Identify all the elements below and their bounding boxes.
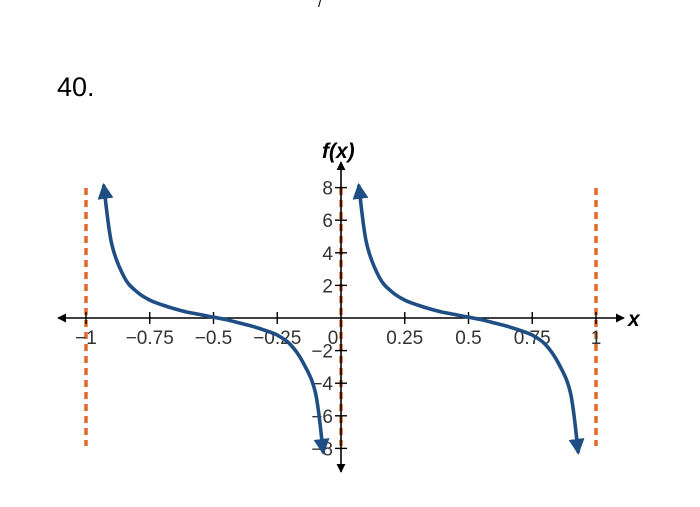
x-tick-label: 0.5 [455,328,481,349]
x-tick-label: −0.25 [253,328,301,349]
x-tick-label: −1 [75,328,97,349]
y-tick-label: 4 [322,244,333,265]
top-mark: / [318,0,322,10]
x-tick-label: 0.25 [386,328,423,349]
curves-layer [97,182,585,455]
ticks-layer: −1 −0.75 −0.5 −0.25 0 0.25 0.5 0.75 18642−2−4−6−… [75,179,601,461]
x-tick-label: 0 [328,328,339,349]
x-axis-title: x [627,308,641,331]
y-tick-label: 6 [322,211,333,232]
curve-branch [97,182,330,455]
x-tick-label: −0.5 [195,328,233,349]
axes-layer [57,161,625,473]
curve-branch [352,182,585,455]
y-tick-label: 8 [322,179,333,200]
y-axis-title: f(x) [322,140,355,163]
y-tick-label: −6 [311,407,333,428]
x-tick-label: −0.75 [126,328,174,349]
y-tick-label: −2 [311,342,333,363]
x-tick-label: 1 [591,328,602,349]
y-tick-label: 2 [322,276,333,297]
problem-number: 40. [57,72,95,102]
